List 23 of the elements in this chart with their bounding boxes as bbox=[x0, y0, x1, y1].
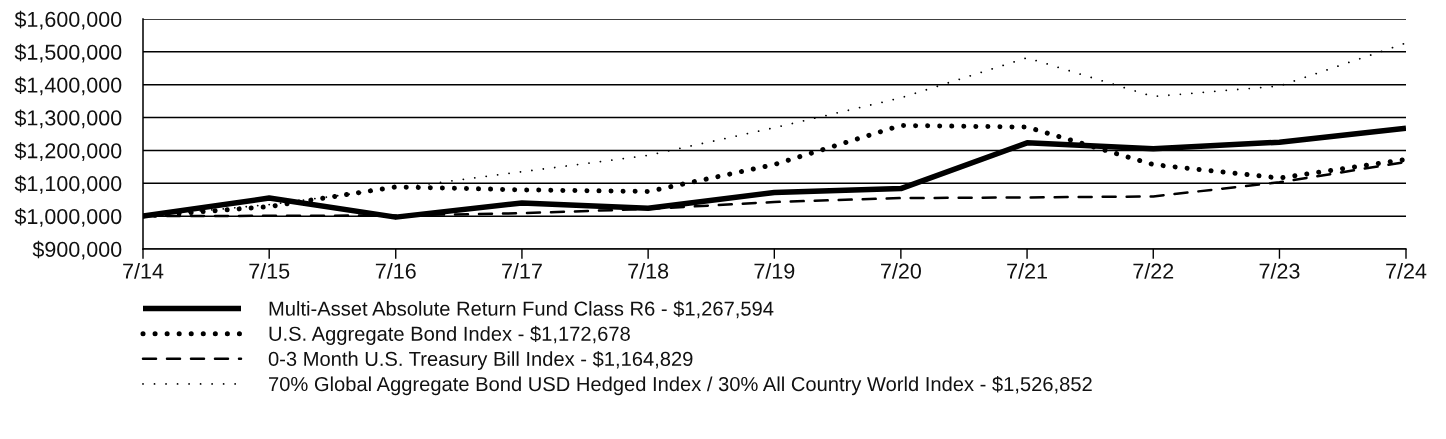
x-tick-label: 7/20 bbox=[881, 262, 921, 279]
x-tick-label: 7/14 bbox=[123, 262, 164, 279]
x-tick-label: 7/24 bbox=[1386, 262, 1427, 279]
legend-label: Multi-Asset Absolute Return Fund Class R6 - $1,267,594 bbox=[269, 300, 774, 319]
x-tick-label: 7/17 bbox=[502, 262, 542, 279]
legend-label: 0-3 Month U.S. Treasury Bill Index - $1,164,829 bbox=[268, 350, 693, 371]
x-tick-label: 7/23 bbox=[1259, 262, 1300, 279]
y-tick-label: $1,300,000 bbox=[14, 109, 122, 129]
y-tick-label: $1,500,000 bbox=[14, 43, 122, 63]
x-tick-label: 7/18 bbox=[628, 262, 669, 279]
y-tick-label: $900,000 bbox=[32, 240, 122, 260]
x-tick-label: 7/19 bbox=[754, 262, 795, 279]
y-tick-label: $1,000,000 bbox=[14, 208, 122, 227]
y-tick-label: $1,600,000 bbox=[14, 10, 122, 30]
y-tick-label: $1,100,000 bbox=[14, 175, 122, 194]
y-tick-label: $1,400,000 bbox=[14, 76, 122, 96]
x-tick-label: 7/22 bbox=[1133, 262, 1174, 279]
x-tick-label: 7/15 bbox=[249, 262, 290, 279]
legend-label: 70% Global Aggregate Bond USD Hedged Index / 30% All Country World Index - $1,526,852 bbox=[269, 376, 1092, 396]
legend-label: U.S. Aggregate Bond Index - $1,172,678 bbox=[269, 325, 630, 345]
x-tick-label: 7/21 bbox=[1007, 262, 1047, 279]
y-tick-label: $1,200,000 bbox=[14, 142, 122, 161]
x-tick-label: 7/16 bbox=[375, 262, 416, 279]
